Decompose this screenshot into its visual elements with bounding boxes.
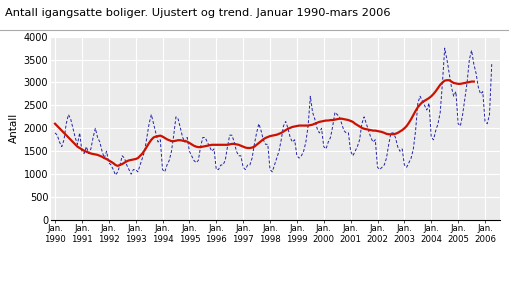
Y-axis label: Antall: Antall: [9, 113, 19, 144]
Antall boliger, trend: [54, 124, 60, 128]
Antall boliger, ujustert: [465, 58, 471, 61]
Antall boliger, ujustert: [298, 154, 304, 157]
Antall boliger, trend: [193, 145, 199, 148]
Antall boliger, ujustert: [70, 127, 76, 130]
Antall boliger, ujustert: [112, 173, 118, 177]
Antall boliger, ujustert: [345, 131, 351, 135]
Antall boliger, trend: [461, 81, 467, 85]
Line: Antall boliger, trend: Antall boliger, trend: [55, 80, 473, 166]
Text: Antall igangsatte boliger. Ujustert og trend. Januar 1990-mars 2006: Antall igangsatte boliger. Ujustert og t…: [5, 8, 390, 18]
Antall boliger, trend: [470, 80, 476, 83]
Antall boliger, ujustert: [428, 136, 434, 139]
Antall boliger, ujustert: [441, 47, 447, 50]
Antall boliger, ujustert: [488, 63, 494, 66]
Line: Antall boliger, ujustert: Antall boliger, ujustert: [55, 48, 491, 175]
Antall boliger, ujustert: [52, 131, 58, 135]
Antall boliger, trend: [52, 122, 58, 125]
Antall boliger, trend: [115, 164, 121, 168]
Antall boliger, trend: [206, 144, 212, 147]
Antall boliger, trend: [94, 153, 100, 157]
Antall boliger, trend: [443, 78, 449, 82]
Antall boliger, trend: [182, 140, 188, 143]
Antall boliger, ujustert: [175, 117, 181, 121]
